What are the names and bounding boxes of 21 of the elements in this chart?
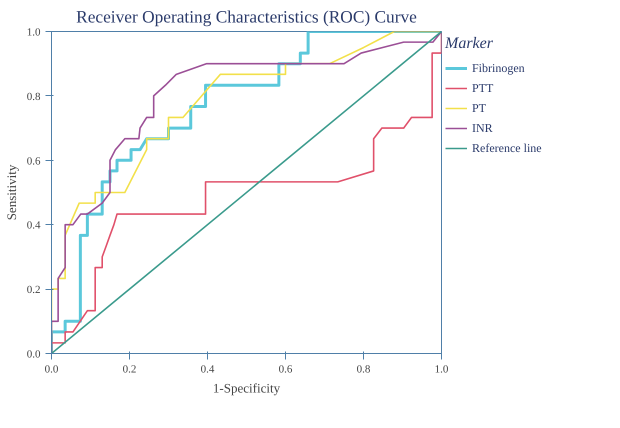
x-tick-label: 0.2 <box>122 364 136 376</box>
y-tick-label: 0.2 <box>26 284 40 296</box>
x-tick-label: 0.6 <box>278 364 293 376</box>
x-axis-title: 1-Specificity <box>212 380 281 396</box>
y-axis-title: Sensitivity <box>4 164 19 220</box>
y-tick-label: 0.4 <box>26 220 41 232</box>
legend-label: PTT <box>472 80 494 96</box>
y-tick-label: 1.0 <box>26 26 41 38</box>
legend-label: PT <box>472 100 488 116</box>
chart-title: Receiver Operating Characteristics (ROC) Curve <box>76 8 418 26</box>
legend-label: Fibrinogen <box>472 60 525 76</box>
x-tick-label: 0.8 <box>356 364 371 376</box>
y-tick-label: 0.8 <box>26 90 41 103</box>
legend-label: INR <box>472 120 493 136</box>
y-tick-label: 0.0 <box>26 348 41 360</box>
legend-title: Marker <box>445 35 494 53</box>
x-tick-label: 0.0 <box>44 364 59 376</box>
y-tick-label: 0.6 <box>26 155 41 168</box>
legend-label: Reference line <box>472 140 542 156</box>
x-tick-label: 0.4 <box>200 364 215 376</box>
x-tick-label: 1.0 <box>434 364 449 376</box>
